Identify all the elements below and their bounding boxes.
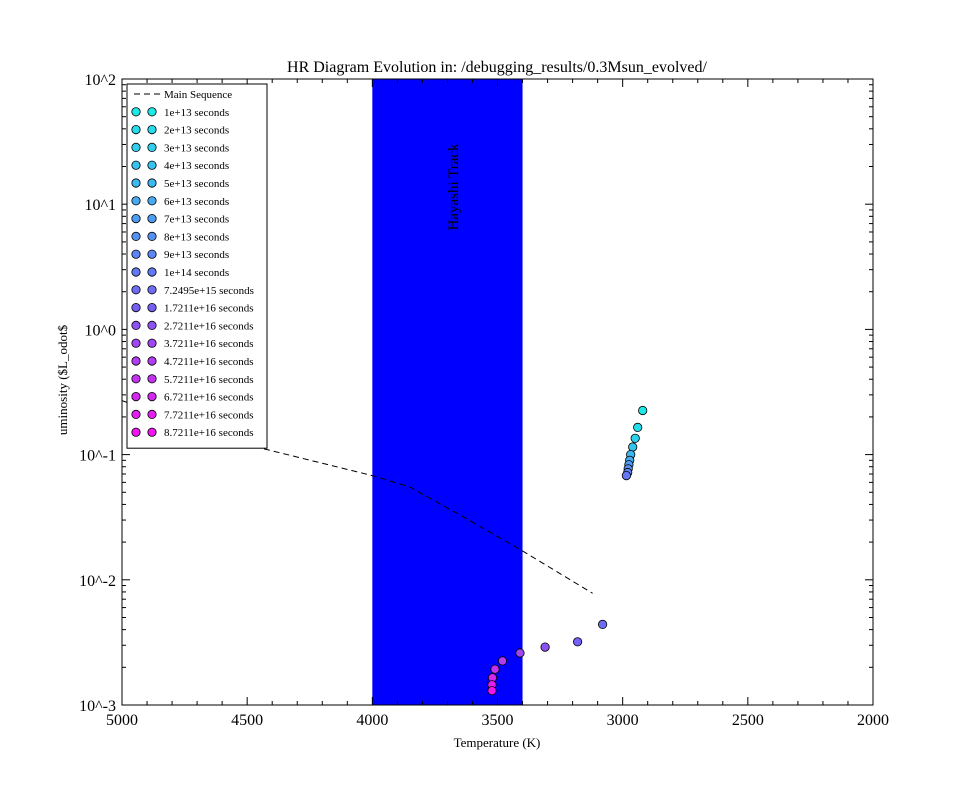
legend-marker — [147, 285, 157, 295]
legend-marker — [147, 142, 157, 152]
legend-label: 7.2495e+15 seconds — [164, 285, 254, 297]
data-point-4 — [628, 442, 638, 452]
legend-label: 6.7211e+16 seconds — [164, 392, 254, 404]
hayashi-track-band — [372, 79, 523, 705]
legend-marker — [147, 160, 157, 170]
legend-marker — [147, 231, 157, 241]
legend-label: 4.7211e+16 seconds — [164, 356, 254, 368]
hayashi-track-band-layer — [372, 79, 523, 705]
legend-marker — [147, 107, 157, 117]
legend-label: 5e+13 seconds — [164, 178, 229, 190]
legend-marker — [131, 178, 141, 188]
legend-label: 5.7211e+16 seconds — [164, 374, 254, 386]
legend-marker — [147, 374, 157, 384]
legend-marker — [131, 249, 141, 259]
data-point-12 — [572, 637, 583, 647]
legend-label: 7.7211e+16 seconds — [164, 409, 254, 421]
data-point-19 — [487, 686, 497, 696]
legend-marker — [131, 142, 141, 152]
legend-label: 6e+13 seconds — [164, 196, 229, 208]
data-point-10 — [621, 470, 632, 481]
hayashi-track-label: Hayashi Track — [446, 143, 462, 231]
x-tick-label: 5000 — [106, 712, 138, 729]
data-point-11 — [597, 619, 608, 630]
legend-label: 7e+13 seconds — [164, 214, 229, 226]
legend-label: 8.7211e+16 seconds — [164, 427, 254, 439]
data-point-15 — [497, 656, 508, 666]
legend-marker — [131, 125, 141, 135]
y-tick-label: 10^-1 — [79, 448, 116, 465]
data-point-13 — [540, 642, 550, 652]
legend-marker — [147, 302, 157, 313]
y-axis-label: uminosity ($L_odot$ — [55, 324, 70, 435]
legend-marker — [147, 391, 157, 402]
legend-label: 1e+13 seconds — [164, 107, 229, 119]
legend-label: 9e+13 seconds — [164, 249, 229, 261]
legend-marker — [131, 160, 141, 170]
legend-marker — [147, 267, 157, 277]
legend-marker — [131, 302, 141, 313]
legend-label: 1e+14 seconds — [164, 267, 229, 279]
legend-marker — [147, 338, 157, 348]
legend-marker — [131, 214, 141, 224]
legend-marker — [147, 196, 157, 206]
y-tick-label: 10^1 — [84, 197, 116, 214]
legend-marker — [131, 338, 141, 348]
legend-label: 2.7211e+16 seconds — [164, 320, 254, 332]
data-point-3 — [630, 433, 640, 443]
legend-label: 4e+13 seconds — [164, 160, 229, 172]
legend-label: 8e+13 seconds — [164, 231, 229, 243]
x-tick-label: 4000 — [356, 712, 388, 729]
legend-marker — [131, 427, 141, 437]
legend-marker — [147, 178, 157, 188]
data-point-14 — [515, 648, 525, 658]
legend-marker — [147, 125, 157, 135]
x-tick-label: 2500 — [732, 712, 764, 729]
legend-marker — [147, 320, 157, 330]
x-tick-label: 2000 — [857, 712, 889, 729]
legend-label: 3.7211e+16 seconds — [164, 338, 254, 350]
legend-marker — [147, 214, 157, 224]
legend-marker — [147, 427, 157, 437]
legend-marker — [147, 356, 157, 366]
legend-main-sequence-label: Main Sequence — [164, 89, 232, 101]
legend-marker — [131, 356, 141, 366]
legend-marker — [147, 249, 157, 259]
data-points-layer — [487, 405, 648, 696]
legend-marker — [131, 391, 141, 402]
legend-marker — [131, 409, 141, 419]
y-tick-label: 10^0 — [84, 322, 116, 339]
x-tick-label: 3000 — [607, 712, 639, 729]
legend-marker — [147, 409, 157, 419]
data-point-2 — [633, 422, 643, 432]
data-point-1 — [638, 405, 648, 416]
legend-label: 3e+13 seconds — [164, 142, 229, 154]
x-axis-label: Temperature (K) — [454, 735, 541, 750]
legend-label: 2e+13 seconds — [164, 125, 229, 137]
legend-marker — [131, 267, 141, 277]
legend-marker — [131, 231, 141, 241]
legend-marker — [131, 107, 141, 117]
axis-ticks-layer: 5000 4500 4000 3500 3000 2500 2000 10^-3 10^-2 10… — [79, 72, 889, 729]
legend-marker — [131, 285, 141, 295]
legend-marker — [131, 374, 141, 384]
y-tick-label: 10^2 — [84, 72, 116, 89]
legend-marker — [131, 320, 141, 330]
y-tick-label: 10^-3 — [79, 698, 116, 715]
legend-label: 1.7211e+16 seconds — [164, 303, 254, 315]
x-tick-label: 4500 — [231, 712, 263, 729]
legend: Main Sequence 1e+13 seconds 2e+13 seconds 3… — [126, 83, 268, 449]
legend-marker — [131, 196, 141, 206]
y-tick-label: 10^-2 — [79, 573, 116, 590]
x-tick-label: 3500 — [482, 712, 514, 729]
data-point-16 — [490, 664, 500, 674]
chart-title: HR Diagram Evolution in: /debugging_resu… — [287, 59, 708, 76]
